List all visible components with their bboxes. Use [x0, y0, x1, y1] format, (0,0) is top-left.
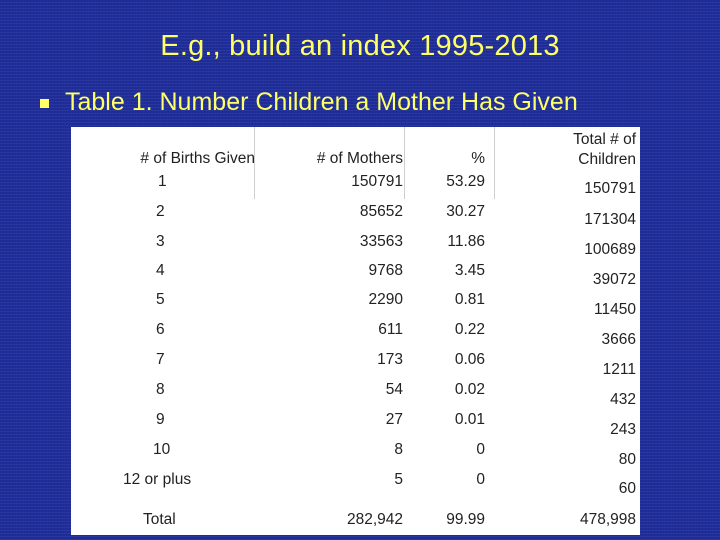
total-mothers: 282,942	[346, 511, 403, 528]
cell-births: 12 or plus	[123, 471, 192, 488]
cell-percent: 53.29	[446, 173, 485, 190]
cell-mothers: 611	[378, 321, 403, 338]
cell-percent: 0	[476, 471, 485, 488]
column-divider	[494, 127, 495, 199]
cell-mothers: 33563	[359, 233, 403, 250]
cell-mothers: 8	[394, 441, 403, 458]
cell-mothers: 54	[385, 381, 403, 398]
cell-births: 5	[156, 291, 165, 308]
header-births: # of Births Given	[140, 150, 255, 167]
cell-total-children: 100689	[584, 241, 636, 258]
cell-mothers: 173	[377, 351, 403, 368]
cell-mothers: 85652	[359, 203, 403, 220]
cell-total-children: 11450	[594, 301, 636, 318]
cell-percent: 0.01	[454, 411, 485, 428]
cell-mothers: 2290	[368, 291, 403, 308]
header-total-line2: Children	[578, 151, 636, 168]
cell-percent: 0.06	[454, 351, 485, 368]
cell-births: 7	[156, 351, 165, 368]
cell-total-children: 243	[610, 421, 636, 438]
cell-percent: 0.22	[454, 321, 485, 338]
header-total-line1: Total # of	[573, 131, 636, 148]
cell-percent: 0.81	[454, 291, 485, 308]
square-bullet-icon	[40, 99, 49, 108]
header-mothers: # of Mothers	[316, 150, 403, 167]
cell-births: 9	[156, 411, 165, 428]
total-children: 478,998	[579, 511, 636, 528]
cell-mothers: 27	[385, 411, 403, 428]
total-percent: 99.99	[446, 511, 485, 528]
cell-mothers: 9768	[368, 262, 403, 279]
cell-mothers: 5	[394, 471, 403, 488]
cell-births: 10	[153, 441, 171, 458]
cell-mothers: 150791	[351, 173, 403, 190]
cell-total-children: 171304	[584, 211, 636, 228]
cell-total-children: 80	[618, 451, 636, 468]
header-percent: %	[471, 150, 485, 167]
cell-percent: 3.45	[454, 262, 485, 279]
cell-percent: 11.86	[447, 233, 485, 250]
cell-total-children: 60	[618, 480, 636, 497]
cell-births: 4	[156, 262, 165, 279]
cell-total-children: 150791	[584, 180, 636, 197]
column-divider	[254, 127, 255, 199]
cell-percent: 0	[476, 441, 485, 458]
cell-births: 3	[156, 233, 165, 250]
cell-births: 1	[158, 173, 167, 190]
slide-subtitle: Table 1. Number Children a Mother Has Gi…	[40, 88, 578, 117]
cell-births: 6	[156, 321, 165, 338]
cell-total-children: 1211	[602, 361, 636, 378]
slide-title: E.g., build an index 1995-2013	[160, 30, 560, 62]
cell-births: 2	[156, 203, 165, 220]
subtitle-text: Table 1. Number Children a Mother Has Gi…	[65, 88, 578, 116]
cell-total-children: 432	[610, 391, 636, 408]
data-table: # of Births Given # of Mothers % Total #…	[71, 127, 640, 535]
cell-total-children: 3666	[601, 331, 636, 348]
column-divider	[404, 127, 405, 199]
cell-births: 8	[156, 381, 165, 398]
cell-percent: 30.27	[446, 203, 485, 220]
total-label: Total	[143, 511, 176, 528]
cell-total-children: 39072	[592, 271, 636, 288]
cell-percent: 0.02	[454, 381, 485, 398]
